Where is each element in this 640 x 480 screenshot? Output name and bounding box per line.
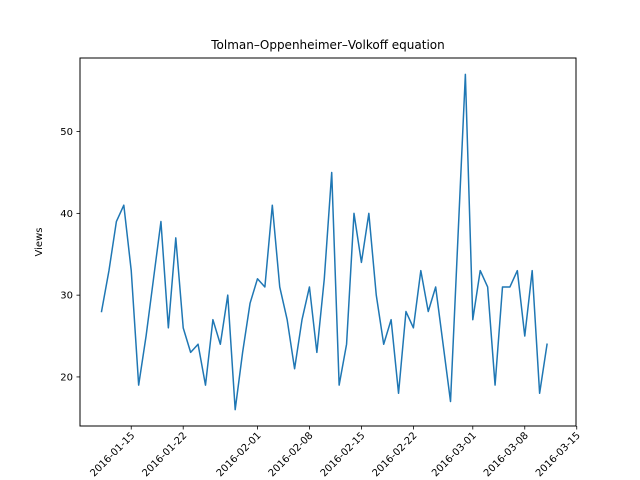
y-axis-ticks: 20 30 40 50	[60, 127, 80, 383]
y-tick-label: 30	[60, 291, 73, 302]
y-axis-label: Views	[34, 228, 45, 257]
y-tick-label: 40	[60, 209, 73, 220]
series-layer	[100, 73, 548, 411]
plot-area	[80, 58, 576, 426]
y-tick-label: 50	[60, 127, 73, 138]
series-line	[100, 73, 548, 411]
chart-title: Tolman–Oppenheimer–Volkoff equation	[210, 38, 444, 52]
plot-frame	[79, 57, 577, 427]
y-tick-label: 20	[60, 372, 73, 383]
